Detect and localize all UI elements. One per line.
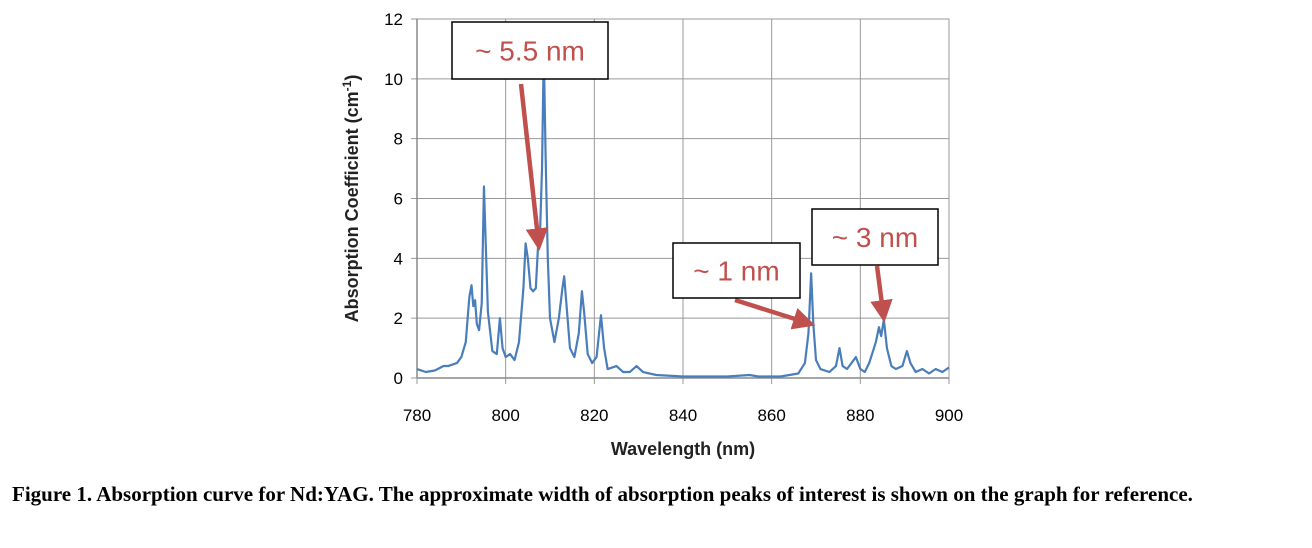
annotation-arrow [518, 83, 549, 251]
y-axis-label: Absorption Coefficient (cm-1) [340, 75, 362, 323]
y-tick-label: 6 [394, 190, 403, 209]
y-tick-label: 2 [394, 309, 403, 328]
x-tick-label: 900 [935, 406, 963, 425]
x-tick-label: 820 [580, 406, 608, 425]
annotation-box [451, 21, 609, 80]
x-tick-label: 840 [669, 406, 697, 425]
x-tick-label: 800 [491, 406, 519, 425]
absorption-series-line [416, 50, 950, 378]
y-tick-label: 0 [394, 369, 403, 388]
annotation-label: ~ 3 nm [832, 222, 918, 253]
annotation-label: ~ 1 nm [693, 256, 779, 287]
absorption-chart: 780 800 820 840 860 880 900 0 2 4 6 8 10 12 Wavelength… [340, 10, 963, 459]
annotation-arrow [734, 297, 816, 330]
y-tick-label: 12 [384, 10, 403, 29]
annotation-label: ~ 5.5 nm [475, 36, 585, 67]
x-tick-label: 780 [403, 406, 431, 425]
x-axis-label: Wavelength (nm) [611, 439, 755, 459]
y-tick-label: 4 [394, 249, 403, 268]
annotation-arrow [870, 265, 893, 323]
y-tick-label: 10 [384, 70, 403, 89]
x-tick-label: 880 [846, 406, 874, 425]
annotation-box [811, 208, 939, 266]
annotation-box [672, 242, 801, 299]
figure-caption: Figure 1. Absorption curve for Nd:YAG. T… [12, 482, 1193, 506]
y-tick-label: 8 [394, 130, 403, 149]
x-tick-label: 860 [757, 406, 785, 425]
